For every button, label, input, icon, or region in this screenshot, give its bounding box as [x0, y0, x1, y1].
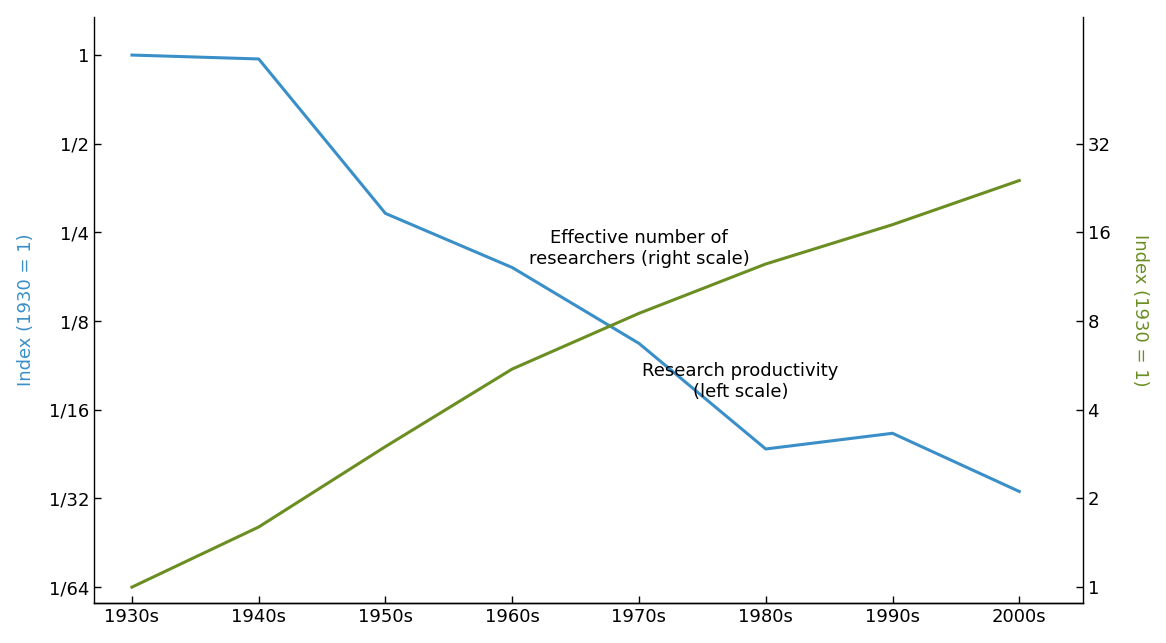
Text: Effective number of
researchers (right scale): Effective number of researchers (right s…: [528, 230, 750, 268]
Y-axis label: Index (1930 = 1): Index (1930 = 1): [16, 234, 35, 386]
Text: Research productivity
(left scale): Research productivity (left scale): [642, 362, 838, 401]
Y-axis label: Index (1930 = 1): Index (1930 = 1): [1131, 234, 1150, 386]
